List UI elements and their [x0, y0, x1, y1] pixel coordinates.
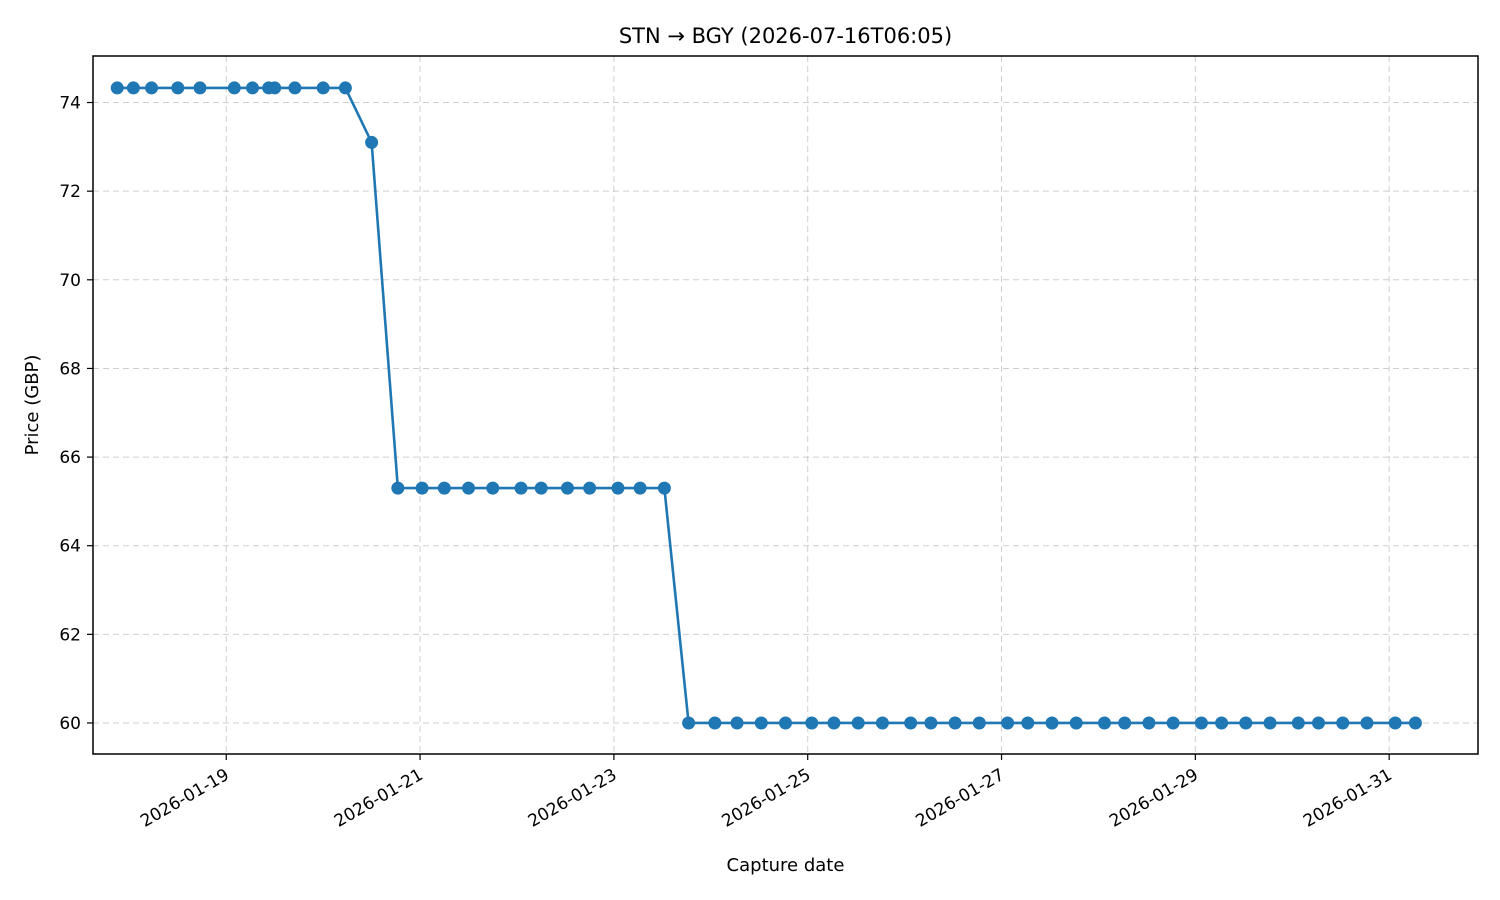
data-point: [827, 716, 841, 730]
data-point: [1388, 716, 1402, 730]
x-tick-label: 2026-01-27: [912, 765, 1008, 832]
data-point: [338, 81, 352, 95]
data-point: [1312, 716, 1325, 730]
data-point: [1194, 716, 1208, 730]
data-point: [1336, 716, 1350, 730]
data-point: [779, 716, 792, 730]
series-layer: [110, 81, 1422, 730]
data-point: [486, 481, 500, 495]
x-tick-label: 2026-01-21: [331, 765, 427, 832]
data-point: [316, 81, 330, 95]
data-point: [611, 481, 625, 495]
y-tick-label: 62: [59, 625, 81, 645]
data-point: [171, 81, 185, 95]
data-point: [657, 481, 671, 495]
data-point: [1408, 716, 1422, 730]
x-axis-label: Capture date: [727, 855, 845, 876]
y-axis-label: Price (GBP): [22, 355, 43, 456]
grid-layer: [93, 56, 1478, 754]
data-point: [1142, 716, 1156, 730]
data-point: [1215, 716, 1229, 730]
y-tick-label: 66: [59, 448, 81, 468]
y-tick-label: 72: [59, 182, 81, 202]
data-point: [1239, 716, 1253, 730]
y-tick-label: 74: [59, 94, 81, 114]
data-point: [708, 716, 722, 730]
data-point: [1263, 716, 1277, 730]
data-point: [193, 81, 207, 95]
data-point: [145, 81, 159, 95]
y-tick-label: 70: [59, 271, 81, 291]
x-tick-label: 2026-01-19: [137, 765, 233, 832]
data-point: [110, 81, 124, 95]
data-point: [391, 481, 405, 495]
y-tick-label: 60: [59, 714, 81, 734]
data-point: [246, 81, 259, 95]
data-point: [904, 716, 918, 730]
data-point: [514, 481, 528, 495]
x-tick-label: 2026-01-29: [1106, 765, 1202, 832]
data-point: [948, 716, 962, 730]
data-point: [875, 716, 889, 730]
data-point: [924, 716, 938, 730]
data-point: [682, 716, 696, 730]
data-point: [415, 481, 429, 495]
plot-frame: [92, 55, 1479, 755]
data-point: [288, 81, 302, 95]
chart-title: STN → BGY (2026-07-16T06:05): [619, 24, 952, 48]
data-point: [365, 135, 379, 149]
x-tick-label: 2026-01-31: [1300, 765, 1396, 832]
y-tick-label: 64: [59, 537, 81, 557]
data-point: [851, 716, 865, 730]
y-tick-label: 68: [59, 359, 81, 379]
data-point: [972, 716, 986, 730]
data-point: [754, 716, 768, 730]
data-point: [268, 81, 282, 95]
data-point: [1166, 716, 1180, 730]
data-point: [560, 481, 574, 495]
data-point: [1045, 716, 1059, 730]
data-point: [227, 81, 241, 95]
data-point: [126, 81, 140, 95]
data-point: [534, 481, 548, 495]
data-point: [437, 481, 451, 495]
data-point: [1118, 716, 1132, 730]
data-point: [462, 481, 476, 495]
x-tick-label: 2026-01-23: [525, 765, 621, 832]
data-point: [805, 716, 819, 730]
data-point: [730, 716, 744, 730]
data-point: [1069, 716, 1083, 730]
data-point: [1001, 716, 1015, 730]
data-point: [1360, 716, 1374, 730]
data-point: [633, 481, 647, 495]
data-point: [1291, 716, 1305, 730]
data-point: [1021, 716, 1035, 730]
x-tick-label: 2026-01-25: [719, 765, 815, 832]
data-point: [1097, 716, 1111, 730]
data-point: [583, 481, 597, 495]
series-line: [117, 86, 1416, 725]
